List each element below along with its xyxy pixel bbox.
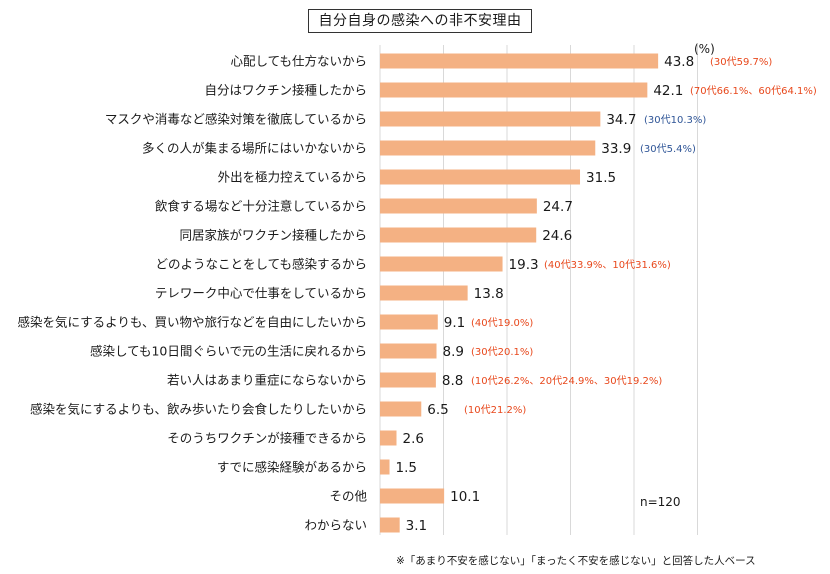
bar (380, 169, 581, 185)
bar (380, 53, 659, 69)
category-label: 感染を気にするよりも、買い物や旅行などを自由にしたいから (17, 315, 367, 330)
bar (380, 140, 596, 156)
bar (380, 430, 397, 446)
bar (380, 227, 537, 243)
value-label: 31.5 (586, 170, 616, 186)
annotation: (30代5.4%) (640, 143, 696, 155)
annotation: (40代19.0%) (471, 317, 533, 329)
category-label: 自分はワクチン接種したから (204, 83, 367, 98)
value-labels: 43.8 42.1 34.7 33.9 31.5 24.7 24.619.3 13.8 9.1 8… (396, 54, 695, 534)
annotation: (70代66.1%、60代64.1%) (690, 85, 817, 97)
category-label: どのようなことをしても感染するから (155, 257, 367, 272)
category-label: 多くの人が集まる場所にはいかないから (142, 141, 367, 156)
category-label: 感染しても10日間ぐらいで元の生活に戻れるから (90, 344, 367, 359)
category-label: 飲食する場など十分注意しているから (155, 199, 367, 214)
value-label: 24.7 (543, 199, 573, 215)
category-label: 外出を極力控えているから (218, 170, 367, 185)
bar (380, 401, 422, 417)
value-label: 24.6 (542, 228, 572, 244)
annotations: (30代59.7%) (70代66.1%、60代64.1%) (30代10.3%) (… (464, 56, 817, 416)
category-label: その他 (329, 489, 367, 504)
value-label: 6.5 (427, 402, 448, 418)
value-label: 3.1 (406, 518, 427, 534)
category-label: わからない (304, 518, 367, 533)
value-label: 2.6 (403, 431, 424, 447)
bar (380, 111, 601, 127)
bar (380, 488, 445, 504)
annotation: (40代33.9%、10代31.6%) (544, 259, 671, 271)
bars (380, 53, 659, 533)
annotation: (30代59.7%) (710, 56, 772, 68)
annotation: (10代21.2%) (464, 404, 526, 416)
chart-title: 自分自身の感染への非不安理由 (308, 9, 532, 33)
value-label: 10.1 (450, 489, 480, 505)
value-label: 9.1 (444, 315, 465, 331)
sample-size-label: n=120 (640, 495, 681, 509)
value-label: 19.3 (509, 257, 539, 273)
category-label: テレワーク中心で仕事をしているから (155, 286, 367, 301)
bar (380, 372, 436, 388)
category-label: 感染を気にするよりも、飲み歩いたり会食したりしたいから (30, 402, 367, 417)
value-label: 43.8 (664, 54, 694, 70)
category-label: 心配しても仕方ないから (230, 54, 367, 69)
category-label: 同居家族がワクチン接種したから (179, 228, 367, 243)
value-label: 13.8 (474, 286, 504, 302)
annotation: (30代20.1%) (471, 346, 533, 358)
bar (380, 256, 503, 272)
annotation: (10代26.2%、20代24.9%、30代19.2%) (471, 375, 662, 387)
bar (380, 314, 438, 330)
category-label: 若い人はあまり重症にならないから (167, 373, 367, 388)
value-label: 33.9 (601, 141, 631, 157)
bar (380, 459, 390, 475)
footnote: ※「あまり不安を感じない」「まったく不安を感じない」と回答した人ベース (396, 555, 756, 567)
category-labels: 心配しても仕方ないから自分はワクチン接種したからマスクや消毒など感染対策を徹底し… (17, 54, 367, 533)
category-label: すでに感染経験があるから (217, 460, 367, 475)
value-label: 34.7 (606, 112, 636, 128)
bar (380, 517, 400, 533)
category-label: マスクや消毒など感染対策を徹底しているから (105, 112, 367, 127)
bar (380, 82, 648, 98)
value-label: 42.1 (653, 83, 683, 99)
unit-label: (%) (694, 42, 715, 56)
category-label: そのうちワクチンが接種できるから (167, 431, 367, 446)
bar (380, 198, 537, 214)
value-label: 8.8 (442, 373, 463, 389)
value-label: 8.9 (443, 344, 464, 360)
bar (380, 285, 468, 301)
value-label: 1.5 (396, 460, 417, 476)
annotation: (30代10.3%) (644, 114, 706, 126)
bar (380, 343, 437, 359)
